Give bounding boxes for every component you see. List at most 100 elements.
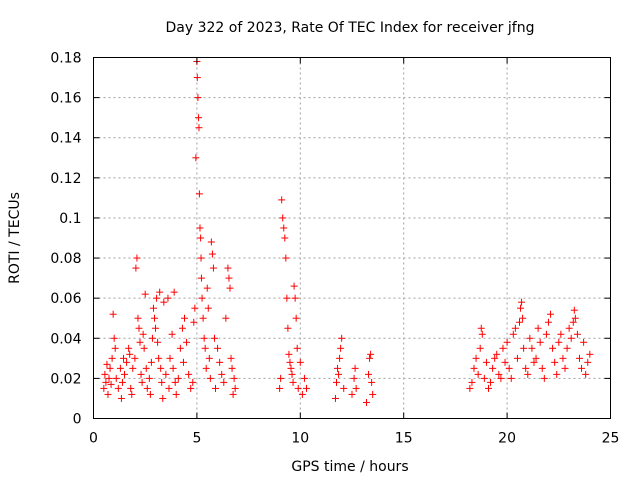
data-point bbox=[142, 364, 150, 372]
data-point bbox=[119, 354, 127, 362]
data-point bbox=[480, 374, 488, 382]
x-tick-label: 0 bbox=[89, 431, 98, 447]
data-point bbox=[102, 378, 110, 386]
data-point bbox=[493, 350, 501, 358]
data-point bbox=[154, 338, 162, 346]
data-point bbox=[199, 314, 207, 322]
data-point bbox=[582, 370, 590, 378]
data-point bbox=[350, 374, 358, 382]
data-point bbox=[168, 330, 176, 338]
y-axis: 0 0.02 0.04 0.06 0.08 0.1 0.12 0.14 0.16 0.18 bbox=[50, 51, 611, 428]
data-point bbox=[197, 274, 205, 282]
data-point bbox=[197, 254, 205, 262]
data-point bbox=[165, 384, 173, 392]
data-point bbox=[487, 378, 495, 386]
data-point bbox=[518, 298, 526, 306]
data-point bbox=[561, 364, 569, 372]
y-axis-title: ROTI / TECUs bbox=[7, 192, 23, 284]
data-point bbox=[160, 298, 168, 306]
data-point bbox=[362, 398, 370, 406]
data-point bbox=[112, 374, 120, 382]
data-point bbox=[170, 288, 178, 296]
data-point bbox=[100, 384, 108, 392]
data-point bbox=[334, 364, 342, 372]
data-point bbox=[158, 378, 166, 386]
data-points bbox=[100, 58, 594, 406]
data-point bbox=[140, 344, 148, 352]
data-point bbox=[563, 344, 571, 352]
data-point bbox=[231, 384, 239, 392]
data-point bbox=[571, 314, 579, 322]
data-point bbox=[171, 378, 179, 386]
data-point bbox=[553, 370, 561, 378]
data-point bbox=[555, 338, 563, 346]
data-point bbox=[338, 334, 346, 342]
data-point bbox=[209, 264, 217, 272]
data-point bbox=[116, 364, 124, 372]
data-point bbox=[138, 378, 146, 386]
data-point bbox=[532, 354, 540, 362]
y-tick-label: 0.14 bbox=[50, 131, 81, 147]
data-point bbox=[139, 330, 147, 338]
data-point bbox=[128, 390, 136, 398]
data-point bbox=[214, 344, 222, 352]
grid-lines bbox=[93, 57, 611, 419]
data-point bbox=[179, 358, 187, 366]
data-point bbox=[557, 330, 565, 338]
data-point bbox=[284, 324, 292, 332]
data-point bbox=[365, 370, 373, 378]
data-point bbox=[207, 238, 215, 246]
data-point bbox=[567, 334, 575, 342]
data-point bbox=[210, 334, 218, 342]
data-point bbox=[146, 390, 154, 398]
data-point bbox=[549, 344, 557, 352]
x-tick-label: 15 bbox=[395, 431, 413, 447]
data-point bbox=[285, 350, 293, 358]
data-point bbox=[509, 330, 517, 338]
data-point bbox=[586, 350, 594, 358]
y-tick-label: 0.1 bbox=[59, 211, 81, 227]
data-point bbox=[367, 350, 375, 358]
data-point bbox=[348, 390, 356, 398]
data-point bbox=[524, 370, 532, 378]
data-point bbox=[578, 364, 586, 372]
y-tick-label: 0.16 bbox=[50, 91, 81, 107]
data-point bbox=[335, 370, 343, 378]
data-point bbox=[352, 384, 360, 392]
data-point bbox=[303, 384, 311, 392]
data-point bbox=[151, 314, 159, 322]
data-point bbox=[121, 370, 129, 378]
y-tick-label: 0.18 bbox=[50, 51, 81, 67]
data-point bbox=[540, 374, 548, 382]
data-point bbox=[278, 196, 286, 204]
x-tick-label: 5 bbox=[192, 431, 201, 447]
data-point bbox=[114, 384, 122, 392]
data-point bbox=[194, 94, 202, 102]
data-point bbox=[216, 358, 224, 366]
data-point bbox=[137, 370, 145, 378]
data-point bbox=[226, 284, 234, 292]
data-point bbox=[276, 384, 284, 392]
data-point bbox=[477, 324, 485, 332]
x-axis-title: GPS time / hours bbox=[291, 459, 408, 475]
data-point bbox=[155, 354, 163, 362]
data-point bbox=[106, 364, 114, 372]
data-point bbox=[337, 344, 345, 352]
plot-frame bbox=[93, 57, 611, 419]
data-point bbox=[470, 364, 478, 372]
data-point bbox=[105, 374, 113, 382]
data-point bbox=[369, 390, 377, 398]
data-point bbox=[340, 384, 348, 392]
data-point bbox=[129, 364, 137, 372]
data-point bbox=[110, 334, 118, 342]
data-point bbox=[565, 324, 573, 332]
data-point bbox=[507, 374, 515, 382]
data-point bbox=[229, 390, 237, 398]
data-point bbox=[580, 338, 588, 346]
data-point bbox=[189, 378, 197, 386]
data-point bbox=[225, 274, 233, 282]
data-point bbox=[491, 354, 499, 362]
data-point bbox=[530, 358, 538, 366]
data-point bbox=[293, 344, 301, 352]
data-point bbox=[282, 254, 290, 262]
